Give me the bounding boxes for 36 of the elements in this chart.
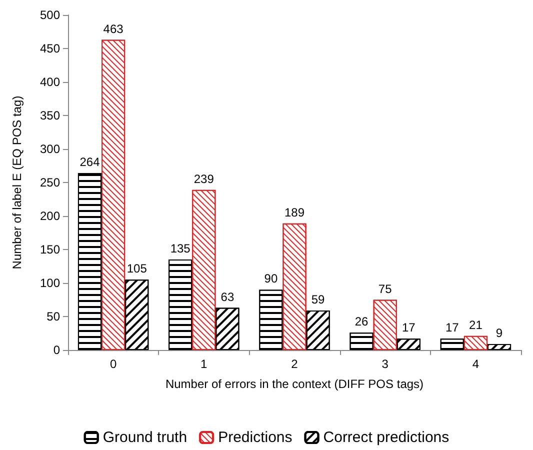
data-label: 239 xyxy=(194,172,214,186)
y-tick-label: 300 xyxy=(40,142,60,156)
y-tick-label: 100 xyxy=(40,276,60,290)
legend-label: Predictions xyxy=(218,429,292,446)
x-tick-label: 4 xyxy=(472,357,480,371)
y-tick-label: 250 xyxy=(40,176,60,190)
y-tick-label: 350 xyxy=(40,108,60,122)
data-label: 264 xyxy=(80,155,100,170)
y-tick-label: 200 xyxy=(40,209,60,223)
x-tick-label: 2 xyxy=(291,357,298,371)
y-tick-label: 0 xyxy=(53,343,60,357)
data-label: 17 xyxy=(402,320,416,335)
data-label: 63 xyxy=(220,290,234,304)
x-tick-label: 3 xyxy=(382,357,389,371)
y-tick-label: 400 xyxy=(40,75,60,89)
y-tick-label: 150 xyxy=(40,242,60,256)
data-label: 26 xyxy=(354,314,369,329)
data-label: 189 xyxy=(284,205,305,220)
y-tick-label: 450 xyxy=(40,42,60,56)
data-label: 105 xyxy=(126,262,148,276)
x-axis-title: Number of errors in the context (DIFF POS tags) xyxy=(165,377,424,391)
data-label: 17 xyxy=(445,320,460,335)
data-label: 463 xyxy=(103,22,124,36)
data-label: 90 xyxy=(264,272,278,286)
data-label: 75 xyxy=(378,282,392,296)
legend-label: Ground truth xyxy=(102,429,188,446)
data-label: 59 xyxy=(311,292,326,306)
data-label: 9 xyxy=(496,326,503,340)
y-tick-label: 500 xyxy=(40,8,60,22)
x-tick-label: 1 xyxy=(200,357,208,371)
y-tick-label: 50 xyxy=(46,310,60,324)
y-axis-title: Number of label E (EQ POS tag) xyxy=(10,96,24,270)
legend-label: Correct predictions xyxy=(323,429,450,446)
x-tick-label: 0 xyxy=(110,357,117,371)
data-label: 21 xyxy=(469,318,483,332)
data-label: 135 xyxy=(170,242,191,256)
